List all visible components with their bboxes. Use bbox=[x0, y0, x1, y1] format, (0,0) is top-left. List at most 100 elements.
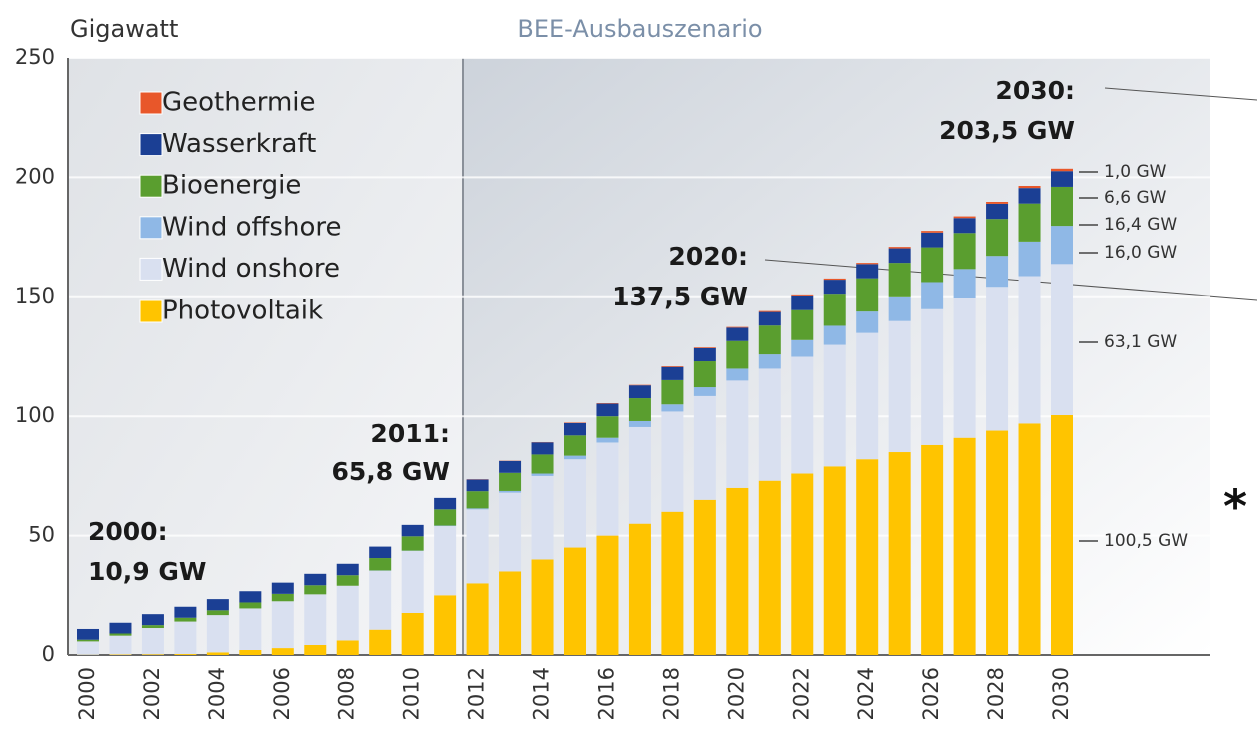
bar-segment bbox=[726, 368, 749, 381]
x-tick-label: 2008 bbox=[335, 667, 359, 720]
bar-segment bbox=[726, 340, 749, 369]
bar-segment bbox=[271, 648, 294, 655]
bar-segment bbox=[499, 490, 522, 493]
bar-segment bbox=[856, 264, 879, 279]
bar-segment bbox=[888, 296, 911, 321]
footnote: * bbox=[1223, 480, 1247, 534]
legend-swatch bbox=[139, 257, 163, 281]
bar-segment bbox=[369, 570, 392, 630]
bar-segment bbox=[986, 219, 1009, 257]
annotation: 137,5 GW bbox=[612, 282, 748, 311]
bar-segment bbox=[434, 497, 457, 510]
bar-segment bbox=[434, 526, 457, 596]
bar-segment bbox=[1051, 171, 1073, 187]
legend-label: Wind offshore bbox=[162, 212, 341, 242]
bar-segment bbox=[1018, 185, 1041, 189]
annotation: 10,9 GW bbox=[88, 557, 206, 586]
segment-label: 1,0 GW bbox=[1104, 162, 1167, 182]
bar-segment bbox=[823, 466, 846, 655]
bar-segment bbox=[304, 644, 327, 655]
bar-segment bbox=[726, 380, 749, 488]
legend-label: Bioenergie bbox=[162, 171, 301, 201]
bar-segment bbox=[401, 550, 424, 613]
bar-segment bbox=[628, 523, 651, 655]
bar-segment bbox=[141, 614, 164, 626]
bar-segment bbox=[888, 248, 911, 264]
bar-segment bbox=[986, 256, 1009, 288]
y-tick-label: 150 bbox=[15, 284, 55, 308]
bar-segment bbox=[1018, 203, 1041, 242]
bar-segment bbox=[531, 559, 554, 655]
bar-segment bbox=[986, 287, 1009, 431]
bar-segment bbox=[564, 435, 586, 456]
bar-segment bbox=[1051, 226, 1073, 265]
bar-segment bbox=[77, 641, 99, 655]
bar-segment bbox=[434, 595, 457, 655]
bar-segment bbox=[466, 508, 489, 510]
bar-segment bbox=[986, 430, 1009, 655]
bar-segment bbox=[336, 563, 359, 576]
bar-segment bbox=[1051, 168, 1073, 172]
bar-segment bbox=[953, 216, 976, 219]
segment-label: 100,5 GW bbox=[1104, 531, 1188, 551]
bar-segment bbox=[239, 608, 262, 650]
bar-segment bbox=[823, 325, 846, 345]
bar-segment bbox=[239, 591, 262, 603]
bar-segment bbox=[564, 547, 586, 655]
bar-segment bbox=[1018, 188, 1041, 204]
bar-segment bbox=[791, 309, 814, 340]
bar-segment bbox=[758, 311, 781, 326]
bar-segment bbox=[823, 278, 846, 281]
background-history bbox=[68, 58, 463, 655]
bar-segment bbox=[531, 442, 554, 455]
bar-segment bbox=[109, 622, 132, 634]
bar-segment bbox=[596, 416, 619, 438]
x-tick-label: 2002 bbox=[140, 667, 164, 720]
bar-segment bbox=[1051, 264, 1073, 416]
x-tick-label: 2026 bbox=[919, 667, 943, 720]
bar-segment bbox=[304, 573, 327, 586]
bar-segment bbox=[953, 218, 976, 234]
bar-segment bbox=[661, 366, 684, 380]
annotation: 2020: bbox=[668, 242, 748, 271]
bar-segment bbox=[369, 546, 392, 559]
bar-segment bbox=[239, 649, 262, 655]
bar-segment bbox=[304, 585, 327, 595]
bar-segment bbox=[791, 356, 814, 474]
bar-segment bbox=[141, 628, 164, 655]
bar-segment bbox=[791, 295, 814, 310]
legend-label: Wasserkraft bbox=[162, 129, 316, 159]
bar-segment bbox=[693, 347, 716, 362]
bar-segment bbox=[499, 472, 522, 491]
bar-segment bbox=[986, 201, 1009, 204]
bar-segment bbox=[661, 411, 684, 512]
bar-segment bbox=[174, 654, 197, 655]
bar-segment bbox=[564, 459, 586, 548]
bar-segment bbox=[856, 459, 879, 655]
bar-segment bbox=[466, 479, 489, 492]
x-tick-label: 2004 bbox=[205, 667, 229, 720]
bar-segment bbox=[661, 404, 684, 412]
x-tick-label: 2000 bbox=[75, 667, 99, 720]
bar-segment bbox=[174, 621, 197, 655]
bar-segment bbox=[1018, 241, 1041, 277]
bar-segment bbox=[953, 269, 976, 298]
y-tick-label: 200 bbox=[15, 164, 55, 188]
bar-segment bbox=[531, 475, 554, 560]
bar-segment bbox=[661, 511, 684, 655]
bar-segment bbox=[823, 344, 846, 467]
bar-segment bbox=[661, 379, 684, 405]
x-tick-label: 2020 bbox=[724, 667, 748, 720]
bar-segment bbox=[466, 509, 489, 584]
bar-segment bbox=[596, 535, 619, 655]
bar-segment bbox=[1018, 276, 1041, 424]
bar-segment bbox=[174, 606, 197, 618]
bar-segment bbox=[271, 593, 294, 602]
bar-segment bbox=[921, 282, 944, 309]
segment-label: 16,0 GW bbox=[1104, 243, 1177, 263]
annotation: 203,5 GW bbox=[939, 116, 1075, 145]
x-tick-label: 2010 bbox=[400, 667, 424, 720]
x-tick-label: 2012 bbox=[465, 667, 489, 720]
subtitle: BEE-Ausbauszenario bbox=[517, 15, 762, 43]
